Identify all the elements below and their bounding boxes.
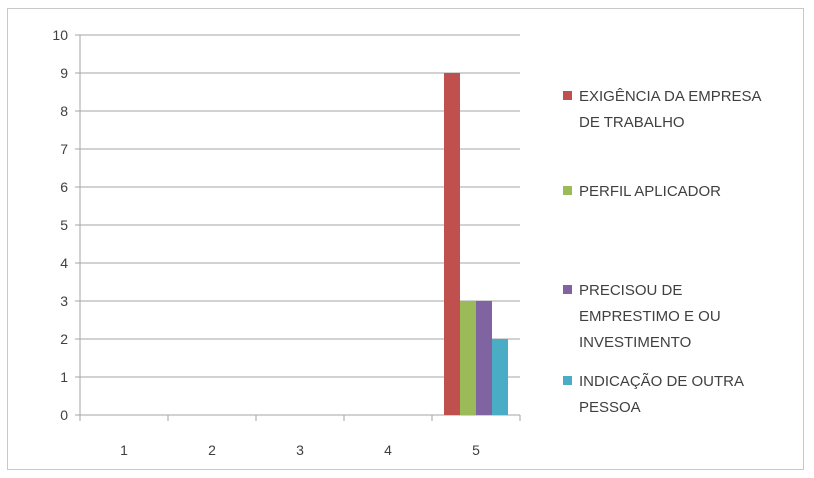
legend-label: INVESTIMENTO xyxy=(579,334,691,351)
legend-label: EXIGÊNCIA DA EMPRESA xyxy=(579,88,762,105)
y-tick-label: 10 xyxy=(52,27,68,43)
y-tick-label: 3 xyxy=(60,293,68,309)
y-tick-label: 0 xyxy=(60,407,68,423)
x-tick-label: 4 xyxy=(384,442,392,458)
legend-swatch xyxy=(563,376,572,385)
bar xyxy=(492,339,508,415)
legend-label: PRECISOU DE xyxy=(579,282,682,299)
legend-label: DE TRABALHO xyxy=(579,114,685,131)
x-tick-label: 3 xyxy=(296,442,304,458)
x-axis: 1 2 3 4 5 xyxy=(79,414,521,458)
y-tick-label: 5 xyxy=(60,217,68,233)
bar xyxy=(476,301,492,415)
y-tick-label: 9 xyxy=(60,65,68,81)
chart-frame xyxy=(7,8,804,470)
legend-swatch xyxy=(563,186,572,195)
y-tick-label: 1 xyxy=(60,369,68,385)
bar xyxy=(444,73,460,415)
legend-label: INDICAÇÃO DE OUTRA xyxy=(579,373,744,390)
legend-label: PERFIL APLICADOR xyxy=(579,183,721,200)
y-tick-label: 7 xyxy=(60,141,68,157)
y-tick-label: 6 xyxy=(60,179,68,195)
y-tick-label: 2 xyxy=(60,331,68,347)
legend-label: PESSOA xyxy=(579,399,641,416)
bar xyxy=(460,301,476,415)
legend-swatch xyxy=(563,285,572,294)
y-tick-label: 8 xyxy=(60,103,68,119)
y-axis: 0 1 2 3 4 5 6 7 8 9 10 xyxy=(52,27,81,423)
bars xyxy=(444,73,508,415)
y-tick-label: 4 xyxy=(60,255,68,271)
x-tick-label: 5 xyxy=(472,442,480,458)
legend: EXIGÊNCIA DA EMPRESA DE TRABALHO PERFIL AP… xyxy=(563,88,762,416)
x-tick-label: 1 xyxy=(120,442,128,458)
legend-label: EMPRESTIMO E OU xyxy=(579,308,721,325)
x-tick-label: 2 xyxy=(208,442,216,458)
legend-swatch xyxy=(563,91,572,100)
